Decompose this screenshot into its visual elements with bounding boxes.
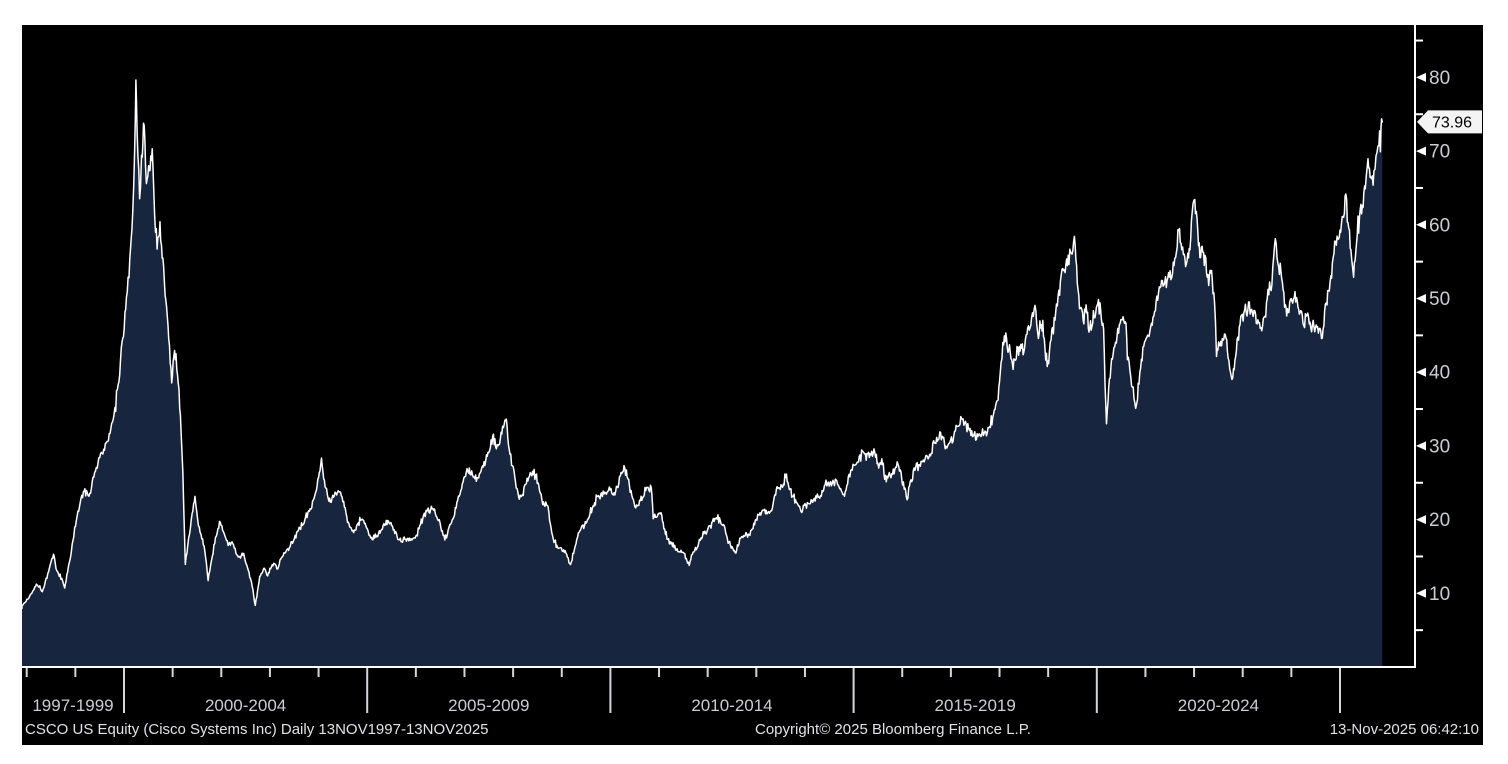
status-security-info: CSCO US Equity (Cisco Systems Inc) Daily… [25,721,489,738]
x-segment-label: 1997-1999 [32,696,113,715]
y-tick-arrow-icon [1416,146,1426,156]
y-tick-label: 30 [1429,436,1450,457]
x-segment-label: 2010-2014 [691,696,772,715]
price-line [22,79,1384,610]
y-tick-label: 40 [1429,363,1450,384]
y-tick-arrow-icon [1416,72,1426,82]
y-tick-label: 50 [1429,289,1450,310]
area-fill [22,80,1383,667]
status-timestamp: 13-Nov-2025 06:42:10 [1329,721,1479,738]
x-segment-label: 2005-2009 [448,696,529,715]
y-tick-arrow-icon [1416,367,1426,377]
x-segment-label: 2000-2004 [205,696,286,715]
x-segment-label: 2020-2024 [1178,696,1259,715]
y-tick-arrow-icon [1416,441,1426,451]
y-tick-label: 60 [1429,215,1450,236]
chart-panel: 10 20 30 40 50 60 70 80 1997-1999 2000-2004 2005-2… [22,25,1483,745]
y-tick-label: 20 [1429,510,1450,531]
last-price-label: 73.96 [1432,114,1472,131]
price-chart[interactable]: 10 20 30 40 50 60 70 80 1997-1999 2000-2004 2005-2… [22,25,1483,745]
y-tick-arrow-icon [1416,515,1426,525]
y-tick-arrow-icon [1416,294,1426,303]
status-copyright: Copyright© 2025 Bloomberg Finance L.P. [755,721,1031,738]
y-tick-label: 80 [1429,68,1450,89]
y-tick-arrow-icon [1416,220,1426,230]
y-tick-arrow-icon [1416,588,1426,598]
y-tick-label: 10 [1429,584,1450,605]
last-price-flag [1417,110,1482,134]
y-tick-label: 70 [1429,142,1450,163]
status-bar: CSCO US Equity (Cisco Systems Inc) Daily… [22,715,1483,745]
x-segment-label: 2015-2019 [935,696,1016,715]
